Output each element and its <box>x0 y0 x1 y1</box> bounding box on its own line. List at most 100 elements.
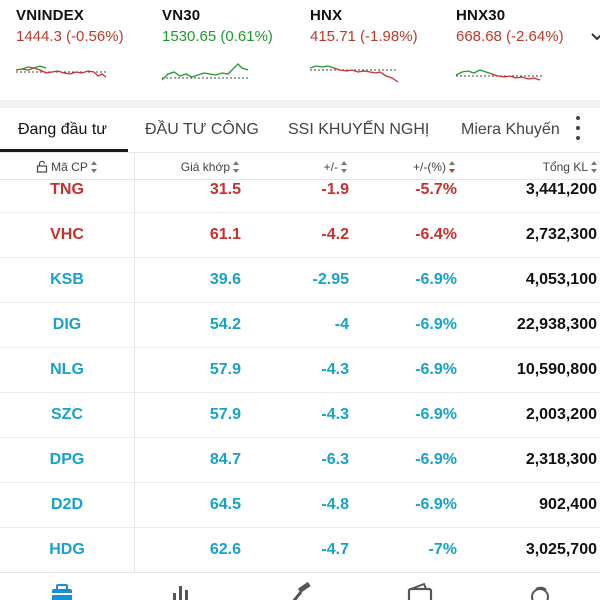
cell-symbol[interactable]: TNG <box>50 181 84 198</box>
column-header-symbol[interactable]: Mã CP <box>0 153 134 181</box>
index-name: VN30 <box>162 7 201 24</box>
column-divider <box>134 152 135 572</box>
cell-percent: -6.9% <box>415 496 457 513</box>
cell-price: 54.2 <box>209 316 241 333</box>
cell-symbol[interactable]: DPG <box>49 451 85 468</box>
tab-miera-khuyen[interactable]: Miera Khuyến <box>461 121 560 138</box>
sort-icon <box>341 160 348 173</box>
cell-symbol[interactable]: DIG <box>52 316 82 333</box>
cell-percent: -6.9% <box>415 316 457 333</box>
cell-symbol[interactable]: D2D <box>50 496 83 513</box>
cell-percent: -6.4% <box>415 226 457 243</box>
index-value: 1530.65 (0.61%) <box>162 28 273 45</box>
column-header-label: +/-(%) <box>413 160 446 174</box>
cell-change: -4.3 <box>321 361 349 378</box>
index-value: 1444.3 (-0.56%) <box>16 28 124 45</box>
column-header-volume[interactable]: Tổng KL <box>458 153 600 181</box>
cell-price: 62.6 <box>209 541 241 558</box>
sort-icon <box>233 160 240 173</box>
cell-volume: 3,025,700 <box>525 541 597 558</box>
cell-percent: -6.9% <box>415 406 457 423</box>
column-header-percent[interactable]: +/-(%) <box>350 153 458 181</box>
tab-dang-dau-tu[interactable]: Đang đầu tư <box>18 121 107 138</box>
bar-chart-icon[interactable] <box>166 581 194 600</box>
index-value: 415.71 (-1.98%) <box>310 28 418 45</box>
column-header-change[interactable]: +/- <box>242 153 350 181</box>
tab-dau-tu-cong[interactable]: ĐẦU TƯ CÔNG <box>145 121 259 138</box>
cell-volume: 4,053,100 <box>525 271 597 288</box>
cell-percent: -6.9% <box>415 361 457 378</box>
cell-percent: -6.9% <box>415 271 457 288</box>
column-header-label: Tổng KL <box>542 160 588 174</box>
table-row[interactable]: VHC 61.1 -4.2 -6.4% 2,732,300 <box>0 213 600 258</box>
cell-symbol[interactable]: NLG <box>50 361 84 378</box>
cell-price: 84.7 <box>209 451 241 468</box>
cell-percent: -5.7% <box>415 181 457 198</box>
cell-volume: 3,441,200 <box>525 181 597 198</box>
cell-symbol[interactable]: VHC <box>50 226 84 243</box>
stock-table: TNG 31.5 -1.9 -5.7% 3,441,200 VHC 61.1 -… <box>0 180 600 572</box>
table-row[interactable]: DPG 84.7 -6.3 -6.9% 2,318,300 <box>0 438 600 483</box>
cell-volume: 2,318,300 <box>525 451 597 468</box>
cell-volume: 10,590,800 <box>516 361 597 378</box>
collapse-chevron-icon[interactable] <box>590 30 600 44</box>
index-name: HNX30 <box>456 7 506 24</box>
cell-change: -6.3 <box>321 451 349 468</box>
cell-volume: 2,003,200 <box>525 406 597 423</box>
column-header-label: Mã CP <box>51 160 88 174</box>
table-row[interactable]: TNG 31.5 -1.9 -5.7% 3,441,200 <box>0 180 600 213</box>
cell-price: 57.9 <box>209 406 241 423</box>
index-card-hnx30[interactable]: HNX30 668.68 (-2.64%) <box>456 6 564 81</box>
index-card-vnindex[interactable]: VNINDEX 1444.3 (-0.56%) <box>16 6 124 78</box>
index-card-vn30[interactable]: VN30 1530.65 (0.61%) <box>162 6 273 81</box>
portfolio-icon[interactable] <box>48 581 76 600</box>
gavel-icon[interactable] <box>286 581 314 600</box>
unlock-icon <box>37 161 48 173</box>
table-row[interactable]: SZC 57.9 -4.3 -6.9% 2,003,200 <box>0 393 600 438</box>
column-header-label: +/- <box>323 160 338 174</box>
cell-change: -4 <box>334 316 349 333</box>
sort-icon <box>90 160 98 173</box>
index-sparkline <box>16 65 107 78</box>
index-name: HNX <box>310 7 343 24</box>
cell-price: 61.1 <box>209 226 241 243</box>
section-divider <box>0 100 600 108</box>
table-row[interactable]: DIG 54.2 -4 -6.9% 22,938,300 <box>0 303 600 348</box>
cell-volume: 902,400 <box>539 496 597 513</box>
column-header-price[interactable]: Giá khớp <box>134 153 242 181</box>
cell-price: 57.9 <box>209 361 241 378</box>
more-options-icon[interactable] <box>570 114 586 142</box>
money-cycle-icon[interactable] <box>526 581 554 600</box>
cell-volume: 2,732,300 <box>525 226 597 243</box>
cell-change: -2.95 <box>312 271 349 288</box>
market-index-strip: VNINDEX 1444.3 (-0.56%) VN30 1530.65 (0.… <box>0 0 600 100</box>
cell-percent: -7% <box>428 541 457 558</box>
cell-symbol[interactable]: KSB <box>50 271 84 288</box>
table-header: Mã CP Giá khớp +/- +/-(%) Tổng KL <box>0 152 600 180</box>
sort-icon <box>591 160 598 173</box>
cell-price: 31.5 <box>209 181 241 198</box>
tab-ssi-khuyen-nghi[interactable]: SSI KHUYẾN NGHỊ <box>288 121 430 138</box>
index-card-hnx[interactable]: HNX 415.71 (-1.98%) <box>310 6 418 83</box>
cell-symbol[interactable]: HDG <box>49 541 85 558</box>
column-header-label: Giá khớp <box>180 160 230 174</box>
index-value: 668.68 (-2.64%) <box>456 28 564 45</box>
cell-change: -4.8 <box>321 496 349 513</box>
cell-symbol[interactable]: SZC <box>51 406 83 423</box>
cell-change: -4.7 <box>321 541 349 558</box>
cell-percent: -6.9% <box>415 451 457 468</box>
active-tab-indicator <box>0 149 128 152</box>
index-sparkline <box>162 63 249 81</box>
watchlist-tabs: Đang đầu tư ĐẦU TƯ CÔNG SSI KHUYẾN NGHỊ … <box>0 108 600 152</box>
table-row[interactable]: HDG 62.6 -4.7 -7% 3,025,700 <box>0 528 600 572</box>
cell-change: -1.9 <box>321 181 349 198</box>
index-name: VNINDEX <box>16 7 85 24</box>
cell-price: 64.5 <box>209 496 241 513</box>
bottom-navigation <box>0 572 600 600</box>
table-row[interactable]: D2D 64.5 -4.8 -6.9% 902,400 <box>0 483 600 528</box>
table-row[interactable]: KSB 39.6 -2.95 -6.9% 4,053,100 <box>0 258 600 303</box>
cell-price: 39.6 <box>209 271 241 288</box>
sort-desc-icon <box>449 160 456 173</box>
table-row[interactable]: NLG 57.9 -4.3 -6.9% 10,590,800 <box>0 348 600 393</box>
wallet-icon[interactable] <box>406 581 434 600</box>
